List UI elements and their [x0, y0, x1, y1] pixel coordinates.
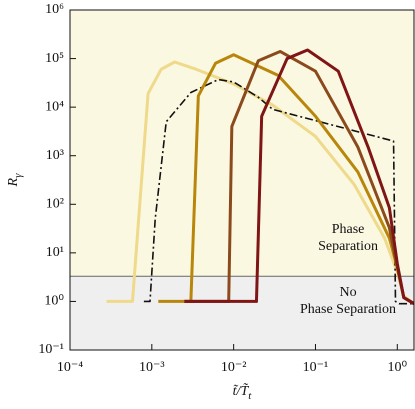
x-label-main: t̃/T̃ [233, 383, 250, 399]
y-tick-label: 10⁵ [45, 51, 64, 66]
region-below [70, 276, 414, 350]
y-label-main: R [6, 177, 21, 187]
x-label-sub: t [248, 390, 252, 402]
y-tick-label: 10¹ [46, 245, 64, 260]
y-tick-label: 10⁻¹ [38, 342, 64, 357]
x-tick-label: 10⁻⁴ [57, 360, 83, 375]
y-axis-label: Rγ [6, 173, 23, 188]
line-series [184, 48, 414, 305]
x-tick-label: 10⁻² [221, 360, 247, 375]
annotation: Separation [318, 239, 378, 254]
y-tick-label: 10³ [46, 148, 64, 163]
plot-frame [69, 9, 415, 351]
line-series [143, 78, 414, 305]
y-tick-label: 10⁶ [45, 2, 64, 17]
annotation: Phase Separation [300, 302, 396, 317]
y-label-sub: γ [12, 173, 24, 178]
x-tick-label: 10⁻¹ [303, 360, 329, 375]
y-tick-label: 10² [46, 197, 64, 212]
y-tick-label: 10⁴ [45, 99, 64, 114]
x-axis-label: t̃/T̃t [233, 383, 253, 402]
annotation: No [339, 285, 356, 300]
x-tick-label: 10⁻³ [139, 360, 165, 375]
y-tick-label: 10⁰ [44, 294, 64, 309]
x-tick-label: 10⁰ [387, 360, 407, 375]
annotation: Phase [332, 222, 365, 237]
